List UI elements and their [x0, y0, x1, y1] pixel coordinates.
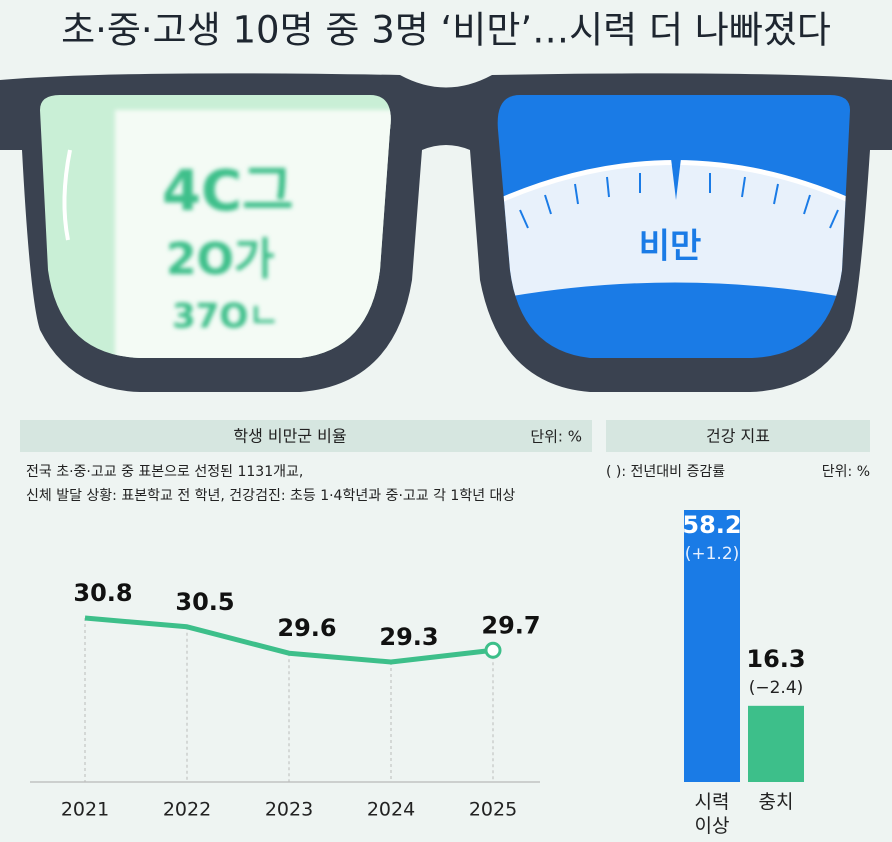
x-tick-label: 시력 이상 [694, 791, 730, 837]
x-tick-label: 2022 [163, 799, 211, 821]
header-bar [20, 420, 592, 452]
subtitle: ( ): 전년대비 증감률 [606, 464, 725, 480]
x-tick-label: 2023 [265, 799, 313, 821]
x-tick-label: 충치 [758, 791, 794, 813]
unit: 단위: % [822, 464, 870, 480]
eye-chart-row: 2O가 [166, 234, 275, 285]
note: 전국 초·중·고교 중 표본으로 선정된 1131개교, [26, 464, 303, 480]
bar [748, 705, 804, 782]
right-lens: 비만 [497, 95, 850, 358]
x-tick-label: 2021 [61, 799, 109, 821]
data-label: 58.2 [682, 511, 741, 539]
chart-title: 학생 비만군 비율 [233, 427, 346, 446]
x-tick-label: 2025 [469, 799, 517, 821]
note: 신체 발달 상황: 표본학교 전 학년, 건강검진: 초등 1·4학년과 중·고… [26, 488, 515, 504]
data-label: 29.3 [379, 623, 438, 651]
data-label: 29.6 [277, 614, 336, 642]
data-label: 16.3 [746, 645, 805, 673]
point [484, 641, 502, 659]
left-lens: 4C그 2O가 37Oㄴ [40, 95, 391, 358]
data-label: 30.8 [73, 579, 132, 607]
line [84, 615, 494, 665]
unit: 단위: % [530, 428, 582, 446]
eye-chart-row: 4C그 [162, 159, 294, 224]
annotation: (−2.4) [749, 678, 804, 698]
eye-chart-row: 37Oㄴ [172, 297, 280, 337]
scale-label: 비만 [639, 227, 702, 267]
data-label: 29.7 [481, 611, 540, 639]
data-label: 30.5 [175, 588, 234, 616]
chart-title: 건강 지표 [706, 427, 770, 446]
bar [684, 510, 740, 782]
annotation: (+1.2) [685, 544, 740, 564]
header-bar [606, 420, 870, 452]
x-tick-label: 2024 [367, 799, 415, 821]
title: 초·중·고생 10명 중 3명 ‘비만’…시력 더 나빠졌다 [61, 9, 831, 52]
